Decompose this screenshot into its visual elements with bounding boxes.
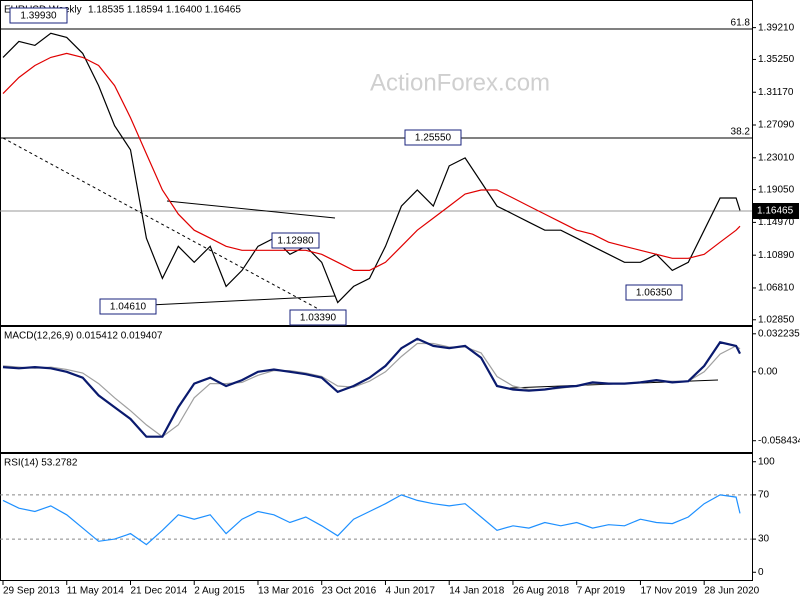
y-tick-label: -0.058434 [758, 435, 800, 446]
y-tick-label: 1.02850 [758, 314, 795, 325]
y-tick-label: 70 [758, 490, 770, 501]
y-tick-label: 0.00 [758, 366, 778, 377]
x-tick-label: 2 Aug 2015 [194, 586, 245, 597]
y-tick-label: 100 [758, 456, 775, 467]
series-line [2, 494, 741, 546]
annotation: 1.06350 [636, 288, 673, 299]
trend-line [149, 295, 336, 306]
trend-line [2, 137, 336, 319]
price-panel [0, 0, 753, 326]
x-tick-label: 23 Oct 2016 [322, 586, 377, 597]
y-tick-label: 1.19050 [758, 184, 795, 195]
y-tick-label: 1.35250 [758, 54, 795, 65]
y-tick-label: 0 [758, 567, 764, 578]
annotation-box [404, 129, 462, 146]
rsi-panel [0, 453, 753, 581]
series-line [2, 32, 741, 304]
y-tick-label: 1.31170 [758, 87, 794, 98]
y-tick-label: 1.27090 [758, 120, 795, 131]
annotation: 1.12980 [277, 236, 314, 247]
x-tick-label: 17 Nov 2019 [640, 586, 697, 597]
annotation: 1.25550 [415, 133, 452, 144]
series-line [2, 52, 741, 271]
annotation-box [271, 232, 320, 249]
rsi-title: RSI(14) 53.2782 [4, 458, 78, 469]
fib-label: 61.8 [731, 18, 751, 29]
x-tick-label: 28 Jun 2020 [704, 586, 759, 597]
x-tick-label: 26 Aug 2018 [513, 586, 570, 597]
x-tick-label: 14 Jan 2018 [449, 586, 504, 597]
annotation-box [9, 7, 68, 24]
x-tick-label: 7 Apr 2019 [577, 586, 626, 597]
x-tick-label: 11 May 2014 [67, 586, 125, 597]
x-tick-label: 13 Mar 2016 [258, 586, 315, 597]
annotation: 1.03390 [300, 313, 337, 324]
annotation: 1.39930 [20, 11, 57, 22]
annotation-box [625, 284, 683, 301]
series-line [2, 337, 741, 438]
y-tick-label: 0.032235 [758, 328, 800, 339]
x-tick-label: 29 Sep 2013 [3, 586, 60, 597]
ohlc: 1.18535 1.18594 1.16400 1.16465 [88, 5, 241, 16]
y-tick-label: 1.14970 [758, 217, 795, 228]
annotation-box [289, 309, 347, 326]
annotation: 1.04610 [110, 302, 147, 313]
annotation-box [99, 298, 157, 315]
macd-title: MACD(12,26,9) 0.015412 0.019407 [4, 331, 163, 342]
macd-panel [0, 326, 753, 453]
trend-line [166, 200, 336, 219]
y-tick-label: 1.23010 [758, 152, 795, 163]
fib-label: 38.2 [731, 127, 751, 138]
x-tick-label: 4 Jun 2017 [385, 586, 435, 597]
y-tick-label: 1.06810 [758, 283, 795, 294]
watermark: ActionForex.com [370, 69, 550, 96]
y-tick-label: 1.10890 [758, 250, 795, 261]
last-price: 1.16465 [757, 206, 794, 217]
y-tick-label: 30 [758, 534, 770, 545]
y-tick-label: 1.39210 [758, 22, 795, 33]
last-price-box [753, 203, 799, 219]
x-tick-label: 21 Dec 2014 [130, 586, 187, 597]
